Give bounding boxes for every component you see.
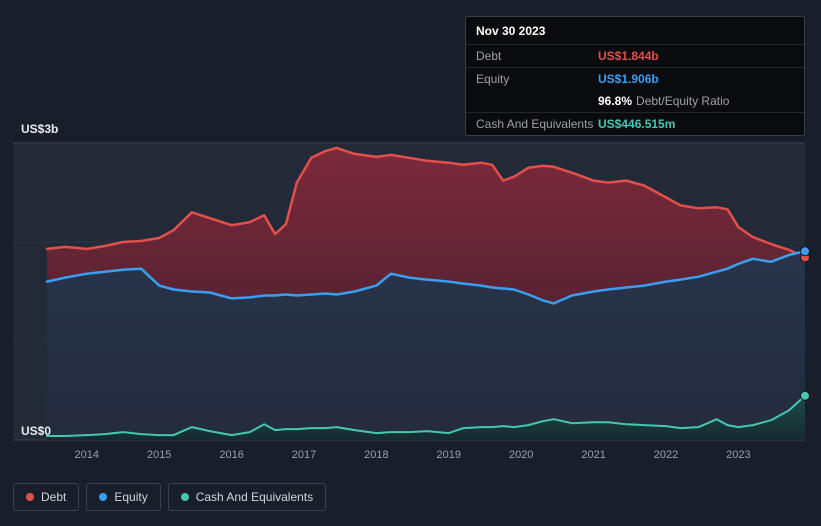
x-tick-label: 2018: [364, 449, 388, 461]
cash-area: [47, 395, 805, 440]
tooltip-equity-row: Equity US$1.906b: [466, 67, 804, 90]
legend-cash-label: Cash And Equivalents: [195, 490, 314, 504]
tooltip: Nov 30 2023 Debt US$1.844b Equity US$1.9…: [465, 16, 805, 136]
equity-legend-dot-icon: [99, 493, 108, 501]
debt-legend-dot-icon: [26, 493, 34, 501]
cash-endpoint-marker: [800, 390, 810, 401]
cash-line: [46, 394, 806, 437]
tooltip-debt-label: Debt: [476, 49, 502, 63]
chart-plot: 2014 2015 2016 2017 2018 2019 2020 2021 2022 2023: [13, 142, 810, 461]
tooltip-cash-value: US$446.515m: [598, 117, 676, 131]
tooltip-equity-label: Equity: [476, 72, 510, 86]
tooltip-ratio-value: 96.8% Debt/Equity Ratio: [598, 94, 794, 108]
y-axis-min-label: US$0: [21, 424, 52, 438]
x-tick-label: 2022: [654, 449, 678, 461]
x-tick-label: 2016: [219, 449, 243, 461]
tooltip-ratio-label: Debt/Equity Ratio: [636, 94, 730, 108]
tooltip-date: Nov 30 2023: [466, 17, 804, 45]
legend-item-debt[interactable]: Debt: [13, 483, 80, 511]
x-tick-label: 2014: [75, 449, 99, 461]
tooltip-equity-value: US$1.906b: [598, 72, 659, 86]
legend-equity-label: Equity: [114, 490, 148, 504]
equity-endpoint-marker: [800, 246, 810, 257]
legend-item-equity[interactable]: Equity: [86, 483, 161, 511]
legend-item-cash[interactable]: Cash And Equivalents: [167, 483, 327, 511]
x-tick-label: 2020: [509, 449, 533, 461]
x-tick-label: 2021: [581, 449, 605, 461]
legend-debt-label: Debt: [41, 490, 67, 504]
equity-line: [45, 250, 807, 305]
debt-line: [45, 146, 807, 259]
y-axis-max-label: US$3b: [21, 122, 59, 136]
legend: Debt Equity Cash And Equivalents: [13, 483, 327, 511]
cash-legend-dot-icon: [180, 493, 189, 501]
tooltip-debt-value: US$1.844b: [598, 49, 659, 63]
chart-svg[interactable]: 2014 2015 2016 2017 2018 2019 2020 2021 2022 2023: [13, 142, 810, 483]
tooltip-debt-row: Debt US$1.844b: [466, 45, 804, 67]
x-tick-label: 2023: [726, 449, 750, 461]
tooltip-cash-label: Cash And Equivalents: [476, 117, 594, 131]
tooltip-cash-row: Cash And Equivalents US$446.515m: [466, 112, 804, 135]
x-tick-label: 2017: [292, 449, 316, 461]
tooltip-ratio-percent: 96.8%: [598, 94, 633, 108]
tooltip-ratio-row: 96.8% Debt/Equity Ratio: [466, 90, 804, 112]
x-tick-label: 2019: [437, 449, 461, 461]
x-tick-label: 2015: [147, 449, 171, 461]
